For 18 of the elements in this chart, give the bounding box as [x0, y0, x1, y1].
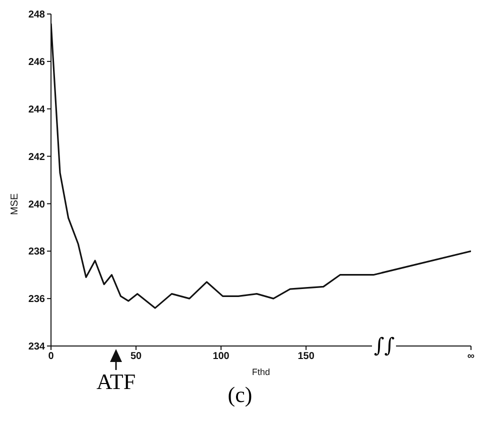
x-axis-title: Fthd — [252, 367, 270, 377]
y-tick-label: 244 — [28, 104, 46, 116]
x-tick-label: 100 — [212, 351, 230, 362]
y-tick-label: 242 — [28, 152, 46, 163]
y-tick-label: 234 — [28, 342, 46, 353]
y-tick-label: 236 — [28, 294, 46, 306]
annotation: ∫∫ — [372, 333, 396, 357]
x-tick-label: 50 — [130, 351, 142, 362]
x-tick-label: 0 — [48, 351, 54, 362]
y-tick-label: 246 — [28, 56, 46, 68]
y-tick-label: 240 — [28, 199, 46, 210]
y-tick-label: 248 — [28, 10, 46, 21]
x-tick-label: 150 — [298, 351, 315, 362]
y-axis-title: MSE — [10, 193, 21, 215]
text: ATF — [95, 369, 137, 395]
x-tick-label: ∞ — [467, 351, 475, 362]
y-tick-label: 238 — [28, 246, 46, 258]
text: (c) — [226, 382, 254, 408]
